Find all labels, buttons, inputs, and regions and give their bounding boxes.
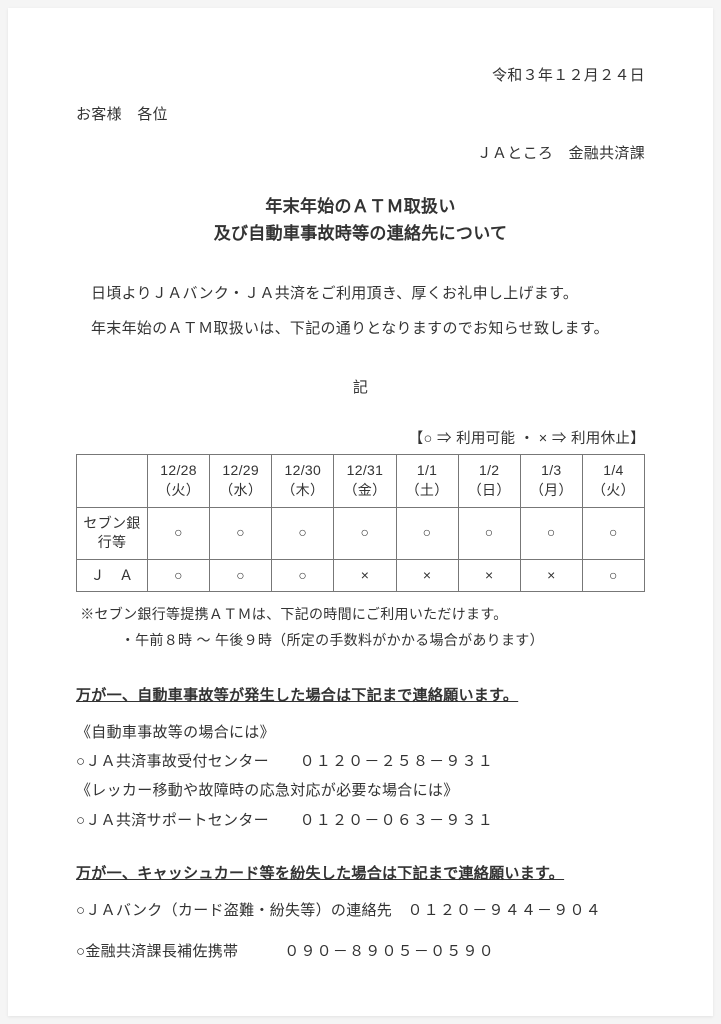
paragraph-2: 年末年始のＡＴＭ取扱いは、下記の通りとなりますのでお知らせ致します。 [76, 312, 645, 347]
footnote-line-2: ・午前８時 ～ 午後９時（所定の手数料がかかる場合があります） [121, 628, 645, 653]
accident-contact-section: 万が一、自動車事故等が発生した場合は下記まで連絡願います。 《自動車事故等の場合… [76, 681, 645, 835]
contact-tel: ０１２０－９４４－９０４ [407, 902, 601, 919]
addressee: お客様 各位 [76, 103, 645, 124]
cell: ○ [582, 507, 644, 559]
cell: ○ [210, 507, 272, 559]
table-corner-cell [77, 455, 148, 507]
cell: ○ [210, 559, 272, 592]
title-line-1: 年末年始のＡＴＭ取扱い [76, 193, 645, 220]
cell: × [334, 559, 396, 592]
footnote-line-1: ※セブン銀行等提携ＡＴＭは、下記の時間にご利用いただけます。 [93, 602, 645, 627]
card-loss-section: 万が一、キャッシュカード等を紛失した場合は下記まで連絡願います。 ○ＪＡバンク（… [76, 859, 645, 967]
cell: ○ [148, 559, 210, 592]
contact-tel: ０１２０－２５８－９３１ [300, 753, 494, 770]
accident-contact-1: ○ＪＡ共済事故受付センター ０１２０－２５８－９３１ [76, 747, 645, 776]
sender: ＪＡところ 金融共済課 [76, 142, 645, 163]
contact-label: ○金融共済課長補佐携帯 [76, 943, 238, 960]
card-loss-heading: 万が一、キャッシュカード等を紛失した場合は下記まで連絡願います。 [76, 859, 645, 888]
cell: ○ [520, 507, 582, 559]
accident-heading: 万が一、自動車事故等が発生した場合は下記まで連絡願います。 [76, 681, 645, 710]
date-col-2: 12/30（木） [272, 455, 334, 507]
row-label-ja: Ｊ Ａ [77, 559, 148, 592]
issue-date: 令和３年１２月２４日 [76, 64, 645, 85]
date-col-3: 12/31（金） [334, 455, 396, 507]
body-text: 日頃よりＪＡバンク・ＪＡ共済をご利用頂き、厚くお礼申し上げます。 年末年始のＡＴ… [76, 277, 645, 346]
contact-label: ○ＪＡバンク（カード盗難・紛失等）の連絡先 [76, 902, 392, 919]
atm-schedule-table: 12/28（火） 12/29（水） 12/30（木） 12/31（金） 1/1（… [76, 454, 645, 592]
date-col-1: 12/29（水） [210, 455, 272, 507]
cell: ○ [334, 507, 396, 559]
cell: ○ [272, 559, 334, 592]
cell: × [396, 559, 458, 592]
cell: × [520, 559, 582, 592]
date-col-5: 1/2（日） [458, 455, 520, 507]
table-legend: 【○ ⇒ 利用可能 ・ × ⇒ 利用休止】 [76, 427, 645, 448]
date-col-7: 1/4（火） [582, 455, 644, 507]
card-contact-1: ○ＪＡバンク（カード盗難・紛失等）の連絡先 ０１２０－９４４－９０４ [76, 896, 645, 925]
spacer [76, 925, 645, 937]
cell: × [458, 559, 520, 592]
paragraph-1: 日頃よりＪＡバンク・ＪＡ共済をご利用頂き、厚くお礼申し上げます。 [76, 277, 645, 312]
table-row-ja: Ｊ Ａ ○ ○ ○ × × × × ○ [77, 559, 645, 592]
accident-sub2: 《レッカー移動や故障時の応急対応が必要な場合には》 [76, 776, 645, 805]
date-col-4: 1/1（土） [396, 455, 458, 507]
row-label-seven: セブン銀行等 [77, 507, 148, 559]
card-contact-2: ○金融共済課長補佐携帯 ０９０－８９０５－０５９０ [76, 937, 645, 966]
ki-marker: 記 [76, 376, 645, 397]
table-footnote: ※セブン銀行等提携ＡＴＭは、下記の時間にご利用いただけます。 ・午前８時 ～ 午… [93, 602, 645, 652]
contact-tel: ０１２０－０６３－９３１ [300, 812, 494, 829]
date-col-6: 1/3（月） [520, 455, 582, 507]
cell: ○ [272, 507, 334, 559]
accident-contact-2: ○ＪＡ共済サポートセンター ０１２０－０６３－９３１ [76, 806, 645, 835]
title-line-2: 及び自動車事故時等の連絡先について [76, 220, 645, 247]
document-title: 年末年始のＡＴＭ取扱い 及び自動車事故時等の連絡先について [76, 193, 645, 247]
date-col-0: 12/28（火） [148, 455, 210, 507]
contact-tel: ０９０－８９０５－０５９０ [284, 943, 495, 960]
cell: ○ [458, 507, 520, 559]
contact-label: ○ＪＡ共済事故受付センター [76, 753, 269, 770]
cell: ○ [582, 559, 644, 592]
cell: ○ [396, 507, 458, 559]
contact-label: ○ＪＡ共済サポートセンター [76, 812, 269, 829]
table-row-seven-bank: セブン銀行等 ○ ○ ○ ○ ○ ○ ○ ○ [77, 507, 645, 559]
document-page: 令和３年１２月２４日 お客様 各位 ＪＡところ 金融共済課 年末年始のＡＴＭ取扱… [8, 8, 713, 1016]
cell: ○ [148, 507, 210, 559]
table-header-row: 12/28（火） 12/29（水） 12/30（木） 12/31（金） 1/1（… [77, 455, 645, 507]
accident-sub1: 《自動車事故等の場合には》 [76, 718, 645, 747]
